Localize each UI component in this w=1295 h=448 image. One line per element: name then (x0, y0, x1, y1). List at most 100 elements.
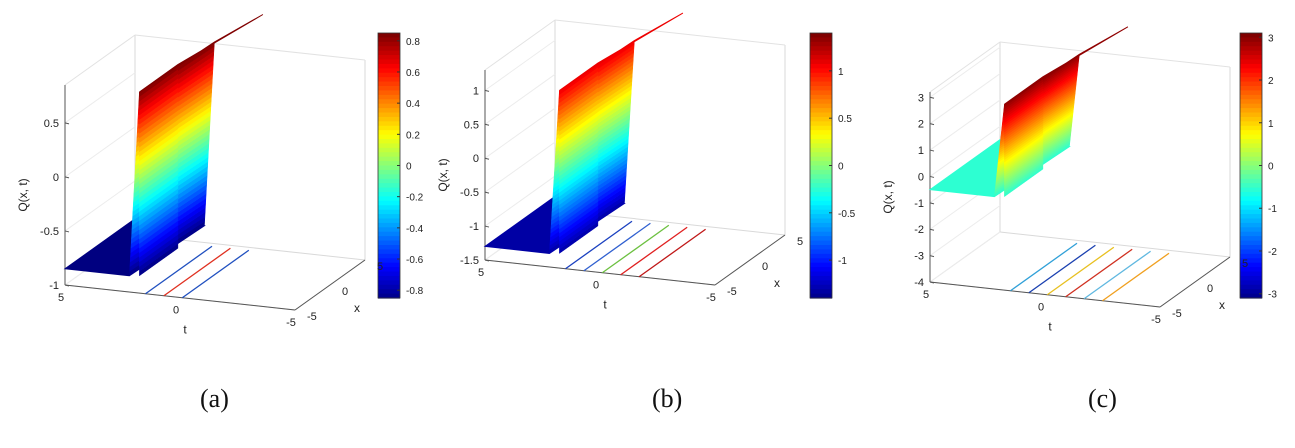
colorbar-segment (810, 183, 832, 189)
colorbar-segment (378, 222, 400, 228)
contour-line (1046, 246, 1115, 296)
colorbar-segment (378, 81, 400, 87)
colorbar-segment (810, 72, 832, 78)
colorbar-segment (378, 46, 400, 52)
colorbar-segment (1240, 50, 1262, 56)
z-tick-label: 0 (473, 153, 479, 165)
x-axis-line (1159, 256, 1231, 308)
colorbar-segment (1240, 161, 1262, 167)
x-axis-label: x (774, 276, 780, 290)
x-tick-label: -5 (727, 286, 737, 298)
colorbar-segment (378, 169, 400, 175)
colorbar-segment (1240, 267, 1262, 273)
colorbar-segment (378, 37, 400, 43)
colorbar-segment (810, 178, 832, 184)
colorbar-segment (810, 236, 832, 242)
colorbar-segment (1240, 280, 1262, 286)
z-tick-label: -0.5 (40, 226, 59, 238)
colorbar-segment (1240, 130, 1262, 136)
grid-line (64, 126, 136, 178)
colorbar-segment (378, 253, 400, 259)
colorbar-segment (1240, 125, 1262, 131)
colorbar-segment (1240, 94, 1262, 100)
colorbar-segment (378, 174, 400, 180)
x-tick-label: -5 (1172, 308, 1182, 320)
colorbar-segment (378, 112, 400, 118)
colorbar-segment (378, 90, 400, 96)
surface (928, 26, 1129, 198)
x-tick-label: 5 (1242, 258, 1248, 270)
t-axis-label: t (1048, 320, 1052, 334)
z-tick-label: 0.5 (44, 118, 59, 130)
colorbar-tick-label: 2 (1268, 76, 1274, 87)
colorbar-segment (1240, 178, 1262, 184)
colorbar-tick-label: 3 (1268, 33, 1274, 44)
colorbar-segment (378, 240, 400, 246)
colorbar-segment (1240, 227, 1262, 233)
high-plateau (139, 14, 264, 93)
x-axis-line (294, 259, 366, 311)
colorbar-segment (1240, 68, 1262, 74)
t-tick-label: 5 (58, 292, 64, 304)
colorbar-segment (378, 108, 400, 114)
z-tick (64, 176, 70, 179)
t-tick-label: 5 (478, 267, 484, 279)
z-axis-label: Q(x, t) (436, 158, 450, 191)
colorbar-tick-label: -1 (1268, 204, 1277, 215)
x-tick-label: 0 (762, 261, 768, 273)
z-tick-label: 1 (473, 85, 479, 97)
colorbar-segment (810, 161, 832, 167)
colorbar-segment (378, 275, 400, 281)
colorbar-segment (810, 262, 832, 268)
colorbar-segment (378, 55, 400, 61)
z-tick (64, 284, 70, 287)
z-tick (484, 123, 490, 126)
z-tick-label: -1 (914, 198, 924, 210)
colorbar-segment (810, 139, 832, 145)
colorbar-tick-label: 1 (838, 67, 844, 78)
panel-b (483, 12, 833, 299)
colorbar-segment (378, 77, 400, 83)
colorbar-segment (810, 218, 832, 224)
colorbar-segment (1240, 222, 1262, 228)
colorbar-segment (1240, 72, 1262, 78)
colorbar-segment (1240, 99, 1262, 105)
colorbar-segment (1240, 253, 1262, 259)
z-tick (929, 281, 935, 284)
colorbar-segment (1240, 231, 1262, 237)
colorbar-segment (1240, 103, 1262, 109)
colorbar-segment (378, 271, 400, 277)
colorbar-segment (378, 50, 400, 56)
t-tick-label: -5 (706, 292, 716, 304)
z-tick (929, 123, 935, 126)
surface (483, 12, 684, 254)
colorbar-tick-label: 0.5 (838, 114, 852, 125)
grid-line (484, 175, 556, 227)
colorbar-segment (378, 103, 400, 109)
colorbar-segment (1240, 121, 1262, 127)
colorbar-segment (378, 99, 400, 105)
colorbar-segment (1240, 205, 1262, 211)
contour-line (638, 228, 706, 278)
colorbar-segment (1240, 143, 1262, 149)
x-tick-label: 0 (1207, 283, 1213, 295)
colorbar-tick-label: 1 (1268, 119, 1274, 130)
contour-line (620, 226, 688, 276)
colorbar-segment (1240, 289, 1262, 295)
colorbar (1239, 32, 1263, 299)
x-tick-label: 5 (797, 236, 803, 248)
z-tick-label: 0.5 (464, 119, 479, 131)
colorbar-tick-label: -0.6 (406, 255, 424, 266)
colorbar-tick-label: 0.4 (406, 99, 420, 110)
t-axis-line (484, 259, 716, 286)
colorbar-segment (810, 293, 832, 299)
colorbar-segment (378, 249, 400, 255)
colorbar-segment (378, 192, 400, 198)
grid-line (484, 19, 556, 71)
colorbar-segment (810, 134, 832, 140)
colorbar-segment (810, 249, 832, 255)
colorbar-segment (1240, 240, 1262, 246)
z-tick (929, 255, 935, 258)
